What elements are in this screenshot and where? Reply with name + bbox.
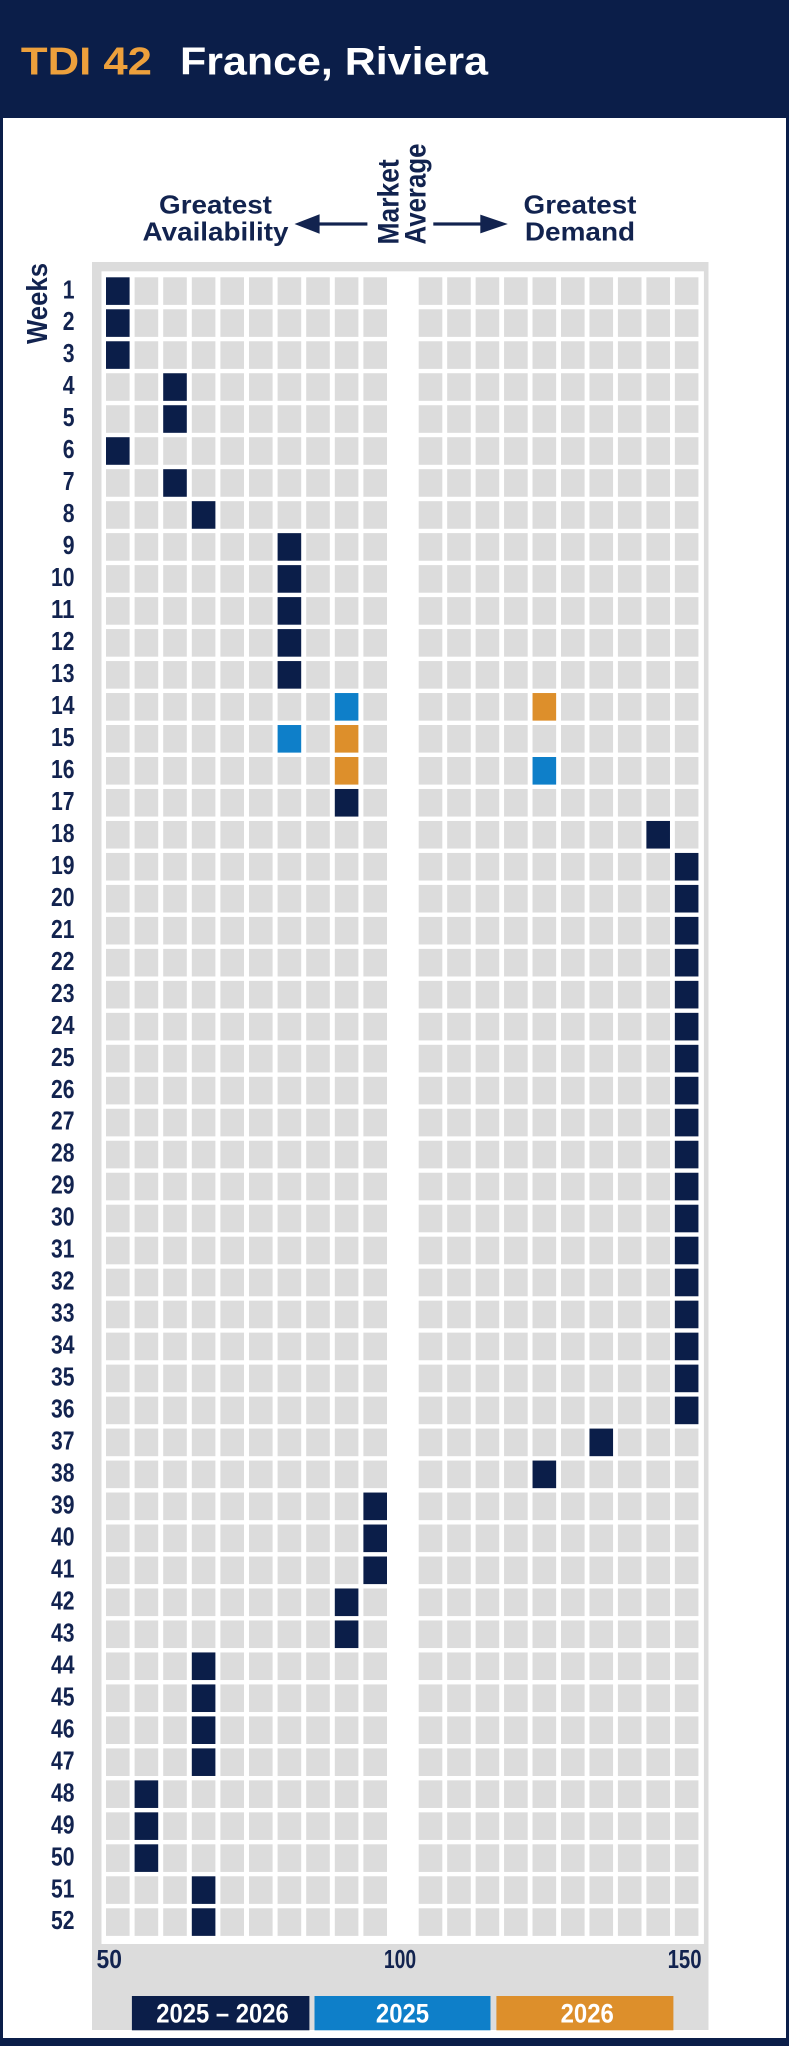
svg-text:34: 34: [51, 1330, 75, 1360]
svg-text:46: 46: [51, 1713, 75, 1743]
svg-text:4: 4: [63, 370, 75, 400]
svg-text:2: 2: [63, 306, 75, 336]
svg-text:21: 21: [51, 914, 75, 944]
svg-text:41: 41: [51, 1553, 75, 1583]
svg-text:150: 150: [668, 1944, 702, 1974]
svg-text:5: 5: [63, 402, 75, 432]
svg-text:50: 50: [97, 1944, 122, 1974]
svg-text:Weeks: Weeks: [22, 263, 54, 344]
svg-text:42: 42: [51, 1585, 75, 1615]
svg-text:36: 36: [51, 1394, 75, 1424]
svg-text:45: 45: [51, 1681, 75, 1711]
svg-text:2025: 2025: [376, 1999, 429, 2029]
svg-text:14: 14: [51, 690, 75, 720]
svg-text:2025 – 2026: 2025 – 2026: [156, 1999, 289, 2029]
svg-text:50: 50: [51, 1841, 75, 1871]
svg-text:Average: Average: [400, 144, 433, 245]
svg-text:Market: Market: [373, 159, 406, 244]
svg-text:23: 23: [51, 978, 75, 1008]
svg-text:24: 24: [51, 1010, 75, 1040]
svg-text:22: 22: [51, 946, 75, 976]
svg-text:9: 9: [63, 530, 75, 560]
svg-text:19: 19: [51, 850, 75, 880]
svg-text:3: 3: [63, 338, 75, 368]
svg-text:43: 43: [51, 1617, 75, 1647]
svg-text:13: 13: [51, 658, 75, 688]
svg-text:1: 1: [63, 274, 75, 304]
svg-text:26: 26: [51, 1074, 75, 1104]
svg-text:20: 20: [51, 882, 75, 912]
svg-text:8: 8: [63, 498, 75, 528]
svg-text:39: 39: [51, 1489, 75, 1519]
svg-text:TDI 42: TDI 42: [21, 40, 152, 83]
svg-text:38: 38: [51, 1458, 75, 1488]
svg-text:37: 37: [51, 1426, 75, 1456]
svg-text:Greatest: Greatest: [524, 189, 637, 219]
svg-text:10: 10: [51, 562, 75, 592]
svg-text:7: 7: [63, 466, 75, 496]
svg-text:52: 52: [51, 1905, 75, 1935]
svg-text:40: 40: [51, 1521, 75, 1551]
svg-text:25: 25: [51, 1042, 75, 1072]
svg-text:2026: 2026: [561, 1999, 614, 2029]
svg-text:6: 6: [63, 434, 75, 464]
svg-text:17: 17: [51, 786, 75, 816]
svg-text:Demand: Demand: [525, 216, 635, 246]
svg-text:16: 16: [51, 754, 75, 784]
svg-text:15: 15: [51, 722, 75, 752]
svg-text:47: 47: [51, 1745, 75, 1775]
svg-text:49: 49: [51, 1809, 75, 1839]
svg-text:44: 44: [51, 1649, 75, 1679]
svg-text:31: 31: [51, 1234, 75, 1264]
svg-text:Availability: Availability: [143, 216, 289, 246]
svg-text:33: 33: [51, 1298, 75, 1328]
svg-text:51: 51: [51, 1873, 75, 1903]
svg-text:27: 27: [51, 1106, 75, 1136]
svg-text:18: 18: [51, 818, 75, 848]
svg-text:32: 32: [51, 1266, 75, 1296]
svg-text:35: 35: [51, 1362, 75, 1392]
svg-text:30: 30: [51, 1202, 75, 1232]
svg-text:Greatest: Greatest: [159, 189, 272, 219]
svg-text:12: 12: [51, 626, 75, 656]
svg-text:France, Riviera: France, Riviera: [180, 40, 488, 83]
svg-text:100: 100: [384, 1944, 416, 1974]
svg-text:29: 29: [51, 1170, 75, 1200]
svg-text:48: 48: [51, 1777, 75, 1807]
svg-text:11: 11: [51, 594, 75, 624]
svg-text:28: 28: [51, 1138, 75, 1168]
